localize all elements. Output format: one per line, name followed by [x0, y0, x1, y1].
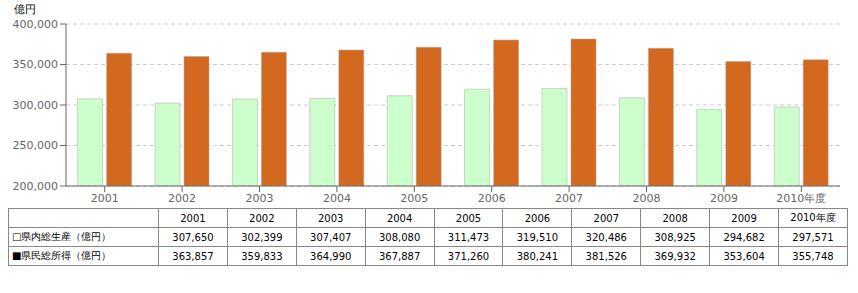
- svg-text:2002: 2002: [168, 192, 196, 205]
- html-text:2009: 2009: [731, 212, 757, 224]
- html-text:2003: 2003: [318, 212, 344, 224]
- html-text:355,748: 355,748: [792, 250, 834, 262]
- svg-text:400,000: 400,000: [13, 18, 59, 31]
- html-text:308,080: 308,080: [378, 231, 421, 243]
- html-text:2006: 2006: [524, 212, 551, 224]
- svg-text:250,000: 250,000: [13, 139, 59, 152]
- html-text:307,407: 307,407: [310, 231, 352, 243]
- html-text:320,486: 320,486: [585, 231, 627, 243]
- html-text:319,510: 319,510: [516, 231, 559, 243]
- svg-text:2007: 2007: [555, 192, 583, 205]
- html-text:億円: 億円: [14, 3, 36, 16]
- svg-text:2005: 2005: [400, 192, 428, 205]
- html-text:302,399: 302,399: [241, 231, 283, 243]
- html-text:363,857: 363,857: [172, 250, 214, 262]
- svg-text:350,000: 350,000: [13, 58, 59, 71]
- svg-text:2004: 2004: [323, 192, 351, 205]
- html-text:2007: 2007: [593, 212, 619, 224]
- svg-text:2008: 2008: [633, 192, 661, 205]
- html-text:2001: 2001: [180, 212, 206, 224]
- html-text:294,682: 294,682: [723, 231, 765, 243]
- svg-text:2010年度: 2010年度: [776, 192, 826, 205]
- html-text:367,887: 367,887: [378, 250, 421, 262]
- html-text:□県内総生産（億円）: □県内総生産（億円）: [12, 231, 112, 242]
- html-text:381,526: 381,526: [585, 250, 627, 262]
- html-text:2008: 2008: [662, 212, 688, 224]
- html-text:359,833: 359,833: [241, 250, 283, 262]
- html-text:■県民総所得（億円）: ■県民総所得（億円）: [12, 250, 112, 261]
- svg-text:300,000: 300,000: [13, 99, 59, 112]
- html-text:2005: 2005: [455, 212, 482, 224]
- html-text:371,260: 371,260: [447, 250, 490, 262]
- html-text:307,650: 307,650: [172, 231, 214, 243]
- html-text:308,925: 308,925: [654, 231, 696, 243]
- html-text:297,571: 297,571: [792, 231, 834, 243]
- svg-text:2009: 2009: [710, 192, 738, 205]
- html-text:380,241: 380,241: [516, 250, 559, 262]
- svg-text:2003: 2003: [246, 192, 274, 205]
- html-text:2002: 2002: [249, 212, 275, 224]
- svg-text:2001: 2001: [91, 192, 119, 205]
- html-text:353,604: 353,604: [723, 250, 765, 262]
- html-text:2004: 2004: [386, 212, 413, 224]
- html-text:311,473: 311,473: [447, 231, 490, 243]
- html-text:369,932: 369,932: [654, 250, 696, 262]
- html-text:364,990: 364,990: [310, 250, 352, 262]
- html-text:2010年度: 2010年度: [790, 212, 836, 223]
- svg-text:2006: 2006: [478, 192, 506, 205]
- svg-text:200,000: 200,000: [13, 180, 59, 193]
